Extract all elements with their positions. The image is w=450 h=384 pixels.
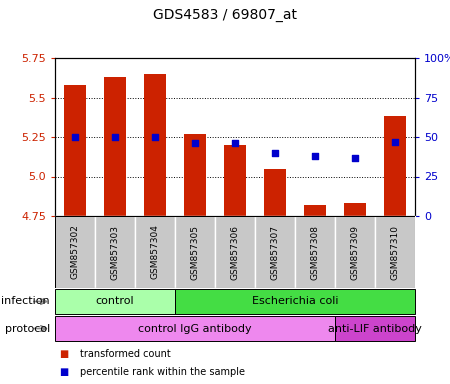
Text: transformed count: transformed count: [80, 349, 171, 359]
Point: [392, 139, 399, 145]
Point: [191, 140, 198, 146]
Text: protocol: protocol: [5, 323, 50, 333]
Bar: [55, 216, 95, 288]
Text: infection: infection: [1, 296, 50, 306]
Text: ■: ■: [59, 367, 69, 377]
Point: [231, 140, 239, 146]
Bar: [295, 216, 335, 288]
Text: GSM857305: GSM857305: [190, 225, 199, 280]
Bar: [384, 116, 406, 216]
Bar: [335, 316, 415, 341]
Point: [72, 134, 79, 140]
Point: [351, 154, 359, 161]
Bar: [344, 204, 366, 216]
Bar: [175, 288, 415, 314]
Text: GSM857302: GSM857302: [71, 225, 80, 280]
Bar: [335, 216, 375, 288]
Point: [112, 134, 119, 140]
Text: anti-LIF antibody: anti-LIF antibody: [328, 323, 422, 333]
Text: GSM857310: GSM857310: [391, 225, 400, 280]
Text: Escherichia coli: Escherichia coli: [252, 296, 338, 306]
Bar: [375, 216, 415, 288]
Point: [311, 153, 319, 159]
Bar: [55, 288, 175, 314]
Bar: [224, 145, 246, 216]
Bar: [95, 216, 135, 288]
Text: GSM857304: GSM857304: [150, 225, 159, 280]
Bar: [55, 316, 335, 341]
Bar: [135, 216, 175, 288]
Bar: [64, 85, 86, 216]
Text: GSM857303: GSM857303: [111, 225, 120, 280]
Point: [271, 150, 279, 156]
Bar: [215, 216, 255, 288]
Text: control: control: [96, 296, 134, 306]
Text: ■: ■: [59, 349, 69, 359]
Text: GSM857309: GSM857309: [351, 225, 360, 280]
Point: [151, 134, 158, 140]
Bar: [304, 205, 326, 216]
Bar: [184, 134, 206, 216]
Text: GSM857308: GSM857308: [310, 225, 320, 280]
Text: GSM857306: GSM857306: [230, 225, 239, 280]
Bar: [264, 169, 286, 216]
Bar: [255, 216, 295, 288]
Text: GDS4583 / 69807_at: GDS4583 / 69807_at: [153, 8, 297, 22]
Bar: [144, 74, 166, 216]
Text: control IgG antibody: control IgG antibody: [138, 323, 252, 333]
Bar: [104, 77, 126, 216]
Bar: [175, 216, 215, 288]
Text: GSM857307: GSM857307: [270, 225, 279, 280]
Text: percentile rank within the sample: percentile rank within the sample: [80, 367, 245, 377]
